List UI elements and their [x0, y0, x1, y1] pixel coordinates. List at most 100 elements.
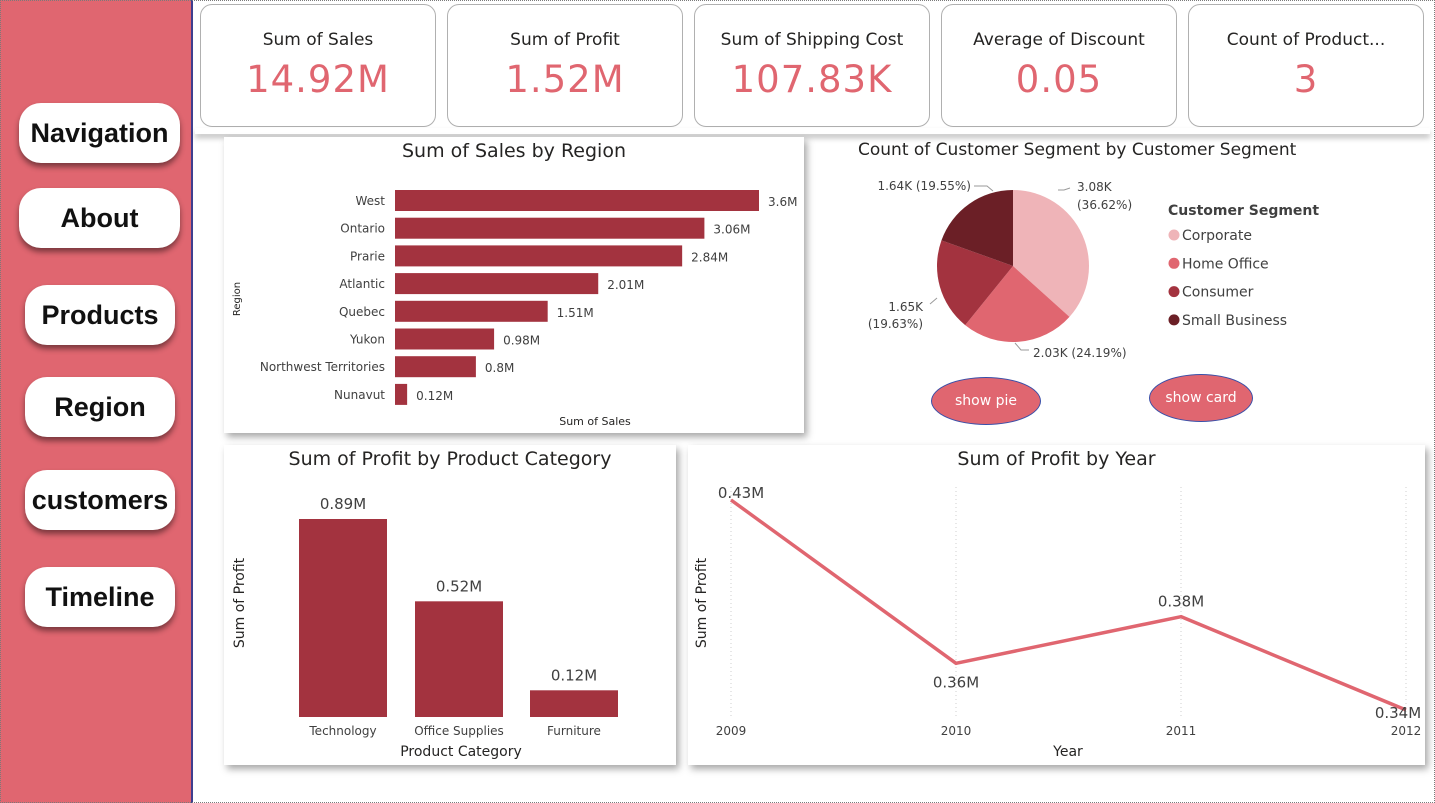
pie-data-label: (19.63%) — [868, 317, 923, 331]
profit-by-category-panel: Sum of Profit by Product Category Sum of… — [224, 445, 676, 765]
category-bar[interactable] — [415, 601, 503, 717]
region-bar-data-label: 2.01M — [607, 278, 644, 292]
category-bar[interactable] — [299, 519, 387, 717]
pie-data-label: 1.65K — [888, 300, 924, 314]
pie-slice[interactable] — [937, 240, 1013, 326]
region-bar-data-label: 0.8M — [485, 361, 514, 375]
region-bar[interactable] — [395, 328, 495, 350]
sales-by-region-panel: Sum of Sales by Region Region Sum of Sal… — [224, 137, 804, 433]
legend-label[interactable]: Corporate — [1182, 228, 1252, 244]
region-label: Ontario — [340, 222, 385, 236]
leader-line — [1014, 342, 1029, 351]
year-data-label: 0.36M — [933, 673, 979, 691]
x-axis-label: Product Category — [400, 744, 522, 760]
region-bar-data-label: 0.98M — [503, 334, 540, 348]
profit-by-year-panel: Sum of Profit by Year Sum of Profit Year… — [688, 445, 1425, 765]
nav-region-button[interactable]: Region — [25, 377, 175, 437]
kpi-label: Sum of Shipping Cost — [720, 30, 904, 50]
region-bar-data-label: 1.51M — [557, 306, 594, 320]
region-bar-data-label: 3.06M — [713, 223, 750, 237]
customer-segment-area: Count of Customer Segment by Customer Se… — [812, 137, 1325, 433]
show-pie-button[interactable]: show pie — [931, 377, 1041, 425]
category-tick-label: Technology — [308, 724, 376, 738]
y-axis-label: Sum of Profit — [694, 557, 710, 648]
kpi-label: Average of Discount — [973, 30, 1145, 50]
year-data-label: 0.38M — [1158, 593, 1204, 611]
leader-line — [974, 185, 994, 192]
customer-segment-pie-chart: Customer Segment 3.08K (36.62%) 2.03K (24.… — [868, 179, 1320, 360]
kpi-value: 3 — [1293, 58, 1319, 101]
pie-slice[interactable] — [965, 266, 1070, 342]
year-tick-label: 2011 — [1166, 724, 1197, 738]
legend-marker — [1168, 286, 1180, 298]
show-card-button[interactable]: show card — [1149, 374, 1253, 422]
kpi-value: 0.05 — [1015, 58, 1103, 101]
region-label: Nunavut — [334, 388, 385, 402]
region-bar-data-label: 2.84M — [691, 250, 728, 264]
category-bar-data-label: 0.89M — [320, 495, 366, 513]
pie-data-label: (36.62%) — [1077, 198, 1132, 212]
x-axis-label: Year — [1052, 744, 1083, 760]
leader-line — [929, 297, 938, 305]
category-tick-label: Office Supplies — [414, 724, 504, 738]
region-label: Atlantic — [339, 277, 385, 291]
year-data-label: 0.43M — [718, 484, 764, 502]
region-label: Quebec — [339, 305, 385, 319]
region-bar-data-label: 3.6M — [768, 195, 797, 209]
legend-label[interactable]: Small Business — [1182, 313, 1287, 329]
kpi-label: Sum of Profit — [510, 30, 620, 50]
legend-marker — [1168, 257, 1180, 269]
legend-title: Customer Segment — [1168, 203, 1319, 219]
category-bar-data-label: 0.12M — [551, 666, 597, 684]
nav-customers-button[interactable]: customers — [25, 470, 175, 530]
legend-label[interactable]: Home Office — [1182, 256, 1269, 272]
legend-label[interactable]: Consumer — [1182, 285, 1254, 301]
kpi-label: Sum of Sales — [262, 30, 374, 50]
sidebar: Navigation About Products Region custome… — [0, 0, 193, 803]
pie-slice[interactable] — [941, 190, 1013, 266]
region-bar[interactable] — [395, 300, 548, 322]
region-bar[interactable] — [395, 245, 683, 267]
pie-slice[interactable] — [1013, 190, 1089, 317]
region-label: Northwest Territories — [260, 360, 385, 374]
region-bar[interactable] — [395, 383, 408, 405]
chart-title: Sum of Profit by Year — [957, 448, 1156, 470]
kpi-card-profit: Sum of Profit 1.52M — [447, 4, 683, 127]
kpi-card-discount: Average of Discount 0.05 — [941, 4, 1177, 127]
region-bar[interactable] — [395, 356, 476, 378]
region-label: Prarie — [350, 249, 385, 263]
region-bar[interactable] — [395, 190, 759, 211]
region-label: Yukon — [349, 333, 385, 347]
x-axis-label: Sum of Sales — [559, 415, 631, 428]
y-axis-label: Region — [232, 282, 243, 316]
region-label: West — [355, 194, 385, 208]
nav-products-button[interactable]: Products — [25, 285, 175, 345]
kpi-label: Count of Product... — [1226, 30, 1386, 50]
year-data-label: 0.34M — [1375, 704, 1421, 722]
profit-by-year-chart: Sum of Profit Year 2009 2010 2011 2012 0.43M… — [694, 484, 1422, 760]
year-tick-label: 2012 — [1391, 724, 1422, 738]
pie-data-label: 3.08K — [1077, 180, 1113, 194]
y-axis-label: Sum of Profit — [232, 557, 248, 648]
leader-line — [1058, 187, 1071, 191]
legend-marker — [1168, 314, 1180, 326]
pie-data-label: 1.64K (19.55%) — [877, 179, 971, 193]
region-bar[interactable] — [395, 273, 599, 295]
region-bar[interactable] — [395, 217, 705, 239]
year-tick-label: 2009 — [716, 724, 747, 738]
profit-by-category-chart: Sum of Profit Product Category 0.89M Tech… — [232, 495, 618, 760]
profit-line[interactable] — [729, 498, 1407, 712]
category-bar[interactable] — [530, 690, 618, 717]
category-bar-data-label: 0.52M — [436, 577, 482, 595]
category-tick-label: Furniture — [547, 724, 601, 738]
kpi-card-sales: Sum of Sales 14.92M — [200, 4, 436, 127]
year-tick-label: 2010 — [941, 724, 972, 738]
kpi-card-product-count: Count of Product... 3 — [1188, 4, 1424, 127]
legend-marker — [1168, 229, 1180, 241]
nav-navigation-button[interactable]: Navigation — [19, 103, 180, 163]
kpi-card-shipping-cost: Sum of Shipping Cost 107.83K — [694, 4, 930, 127]
chart-title: Count of Customer Segment by Customer Se… — [858, 140, 1297, 160]
kpi-value: 107.83K — [731, 58, 893, 101]
nav-about-button[interactable]: About — [19, 188, 180, 248]
nav-timeline-button[interactable]: Timeline — [25, 567, 175, 627]
